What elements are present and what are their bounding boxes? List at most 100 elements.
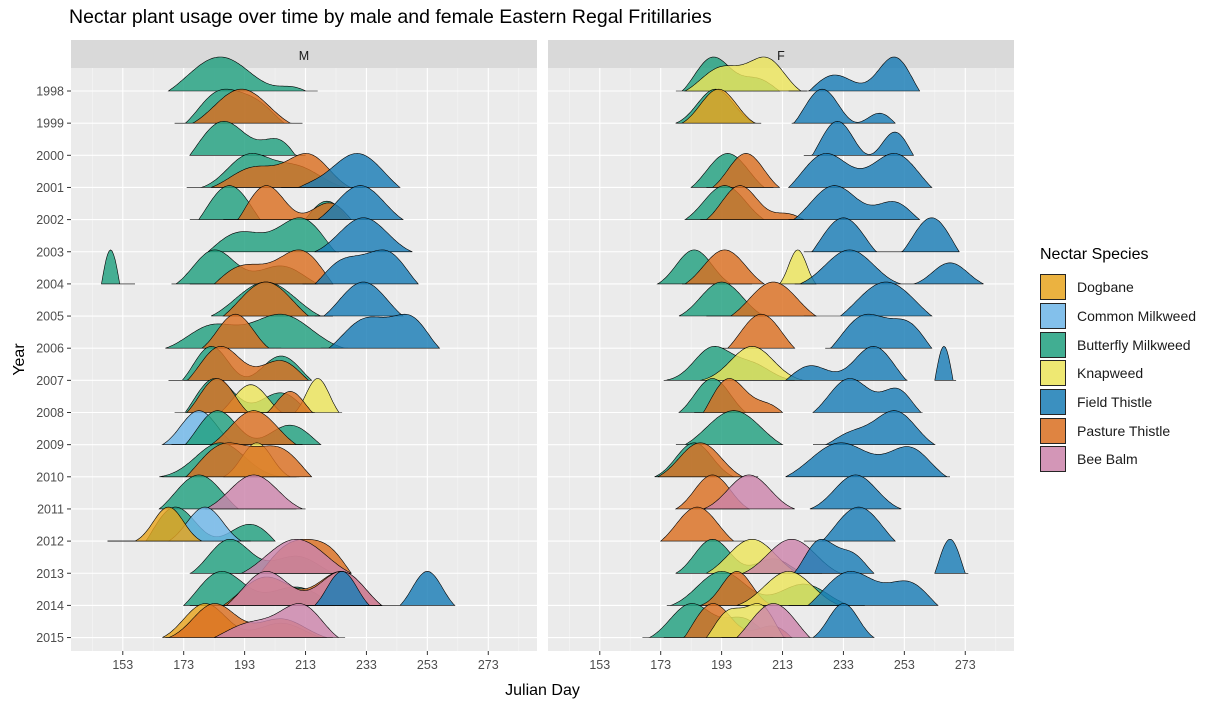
ridge-pasture-thistle-2010 (657, 442, 744, 478)
legend-item: Bee Balm (1040, 445, 1196, 474)
legend-label: Field Thistle (1077, 394, 1153, 411)
ridge-knapweed-1998 (684, 56, 807, 92)
ridge-bee-balm-2015 (721, 603, 811, 638)
ridge-field-thistle-2000 (803, 120, 915, 156)
y-tick-label: 2009 (36, 438, 64, 452)
ridge-field-thistle-2002 (302, 185, 404, 220)
y-tick-label: 2006 (36, 342, 64, 356)
x-tick-label: 253 (417, 658, 438, 672)
legend: Nectar Species Dogbane Common Milkweed But… (1040, 246, 1196, 474)
legend-item: Pasture Thistle (1040, 416, 1196, 445)
x-tick-label: 213 (295, 658, 316, 672)
y-tick-label: 2013 (36, 567, 64, 581)
ridge-pasture-thistle-2008 (694, 378, 784, 413)
legend-title: Nectar Species (1040, 246, 1149, 263)
y-tick-label: 2003 (36, 245, 64, 259)
x-tick-label: 173 (173, 658, 194, 672)
ridge-butterfly-milkweed-2003 (207, 217, 339, 253)
ridge-pasture-thistle-2001 (706, 153, 781, 188)
ridge-field-thistle-2003 (803, 217, 960, 253)
ridge-dogbane-1999 (681, 88, 756, 124)
ridge-field-thistle-2005 (803, 281, 933, 317)
ridge-pasture-thistle-2007 (183, 345, 310, 381)
ridge-pasture-thistle-2004 (682, 249, 766, 285)
legend-label: Bee Balm (1077, 451, 1138, 468)
x-tick-label: 173 (650, 658, 671, 672)
ridge-field-thistle-2014 (302, 571, 456, 606)
ridge-pasture-thistle-2009 (210, 410, 303, 445)
y-tick-label: 2000 (36, 149, 64, 163)
ridge-field-thistle-2014 (788, 571, 939, 606)
legend-label: Dogbane (1077, 279, 1134, 296)
panel-m: M 153 173 193 213 233 253 273 (71, 40, 537, 672)
ridge-pasture-thistle-2004 (189, 249, 334, 285)
x-tick-label: 273 (955, 658, 976, 672)
y-tick-label: 2011 (37, 502, 64, 516)
ridge-pasture-thistle-2005 (706, 281, 817, 317)
y-tick-label: 2010 (36, 470, 64, 484)
ridge-field-thistle-2010 (785, 442, 950, 478)
legend-key-swatch (1040, 331, 1066, 358)
ridges (101, 56, 456, 638)
ridge-field-thistle-2006 (825, 313, 933, 349)
ridge-field-thistle-2013 (788, 539, 875, 574)
ridge-pasture-thistle-2010 (162, 442, 313, 478)
ridge-butterfly-milkweed-1998 (167, 56, 318, 92)
ridge-field-thistle-2007 (784, 345, 908, 381)
x-tick-label: 213 (772, 658, 793, 672)
y-tick-label: 2004 (36, 277, 64, 291)
x-tick-label: 273 (478, 658, 499, 672)
x-tick-label: 233 (356, 658, 377, 672)
ridge-field-thistle-2001 (281, 153, 401, 188)
legend-item: Dogbane (1040, 273, 1196, 302)
y-tick-label: 2007 (36, 374, 64, 388)
ridge-field-thistle-2013 (934, 538, 969, 574)
ridge-field-thistle-1999 (791, 88, 896, 124)
y-tick-label: 2005 (36, 310, 64, 324)
ridge-pasture-thistle-2012 (659, 506, 749, 542)
ridge-field-thistle-2011 (809, 474, 902, 510)
ridge-pasture-thistle-2002 (223, 185, 352, 220)
ridge-knapweed-2004 (778, 249, 817, 285)
x-axis-title: Julian Day (505, 682, 580, 699)
legend-item: Common Milkweed (1040, 302, 1196, 331)
legend-label: Pasture Thistle (1077, 422, 1171, 439)
ridge-bee-balm-2013 (235, 539, 352, 574)
panel-f: F 153 173 193 213 233 253 273 (548, 40, 1014, 672)
y-tick-label: 2002 (36, 213, 64, 227)
legend-items: Dogbane Common Milkweed Butterfly Milkweed… (1040, 273, 1196, 474)
ridge-field-thistle-2015 (809, 603, 875, 638)
legend-key-swatch (1040, 274, 1066, 301)
legend-key-swatch (1040, 303, 1066, 330)
legend-label: Butterfly Milkweed (1077, 336, 1191, 353)
ridge-butterfly-milkweed-2009 (675, 410, 784, 445)
x-tick-label: 193 (711, 658, 732, 672)
x-tick-label: 233 (833, 658, 854, 672)
ridge-field-thistle-2004 (794, 249, 984, 285)
y-tick-label: 2015 (36, 631, 64, 645)
y-tick-label: 2012 (36, 535, 64, 549)
ridge-field-thistle-2001 (787, 153, 933, 188)
ridge-dogbane-2012 (107, 506, 203, 542)
y-tick-label: 2014 (36, 599, 64, 613)
ridge-pasture-thistle-2002 (700, 185, 804, 220)
chart-title: Nectar plant usage over time by male and… (69, 6, 712, 28)
legend-item: Knapweed (1040, 359, 1196, 388)
facet-strip-label: F (777, 49, 785, 63)
ridge-field-thistle-1998 (788, 56, 921, 92)
ridge-butterfly-milkweed-2000 (189, 121, 306, 156)
ridge-field-thistle-2007 (934, 345, 957, 381)
legend-key-swatch (1040, 446, 1066, 473)
ridge-pasture-thistle-2006 (721, 313, 796, 349)
x-tick-label: 193 (234, 658, 255, 672)
facet-strip-label: M (299, 49, 309, 63)
x-tick-label: 253 (894, 658, 915, 672)
ridge-butterfly-milkweed-2004 (101, 249, 135, 285)
ridge-field-thistle-2008 (812, 378, 923, 413)
ridge-field-thistle-2005 (314, 281, 404, 317)
legend-item: Field Thistle (1040, 388, 1196, 417)
ridges (642, 56, 984, 638)
legend-item: Butterfly Milkweed (1040, 330, 1196, 359)
legend-label: Knapweed (1077, 365, 1144, 382)
